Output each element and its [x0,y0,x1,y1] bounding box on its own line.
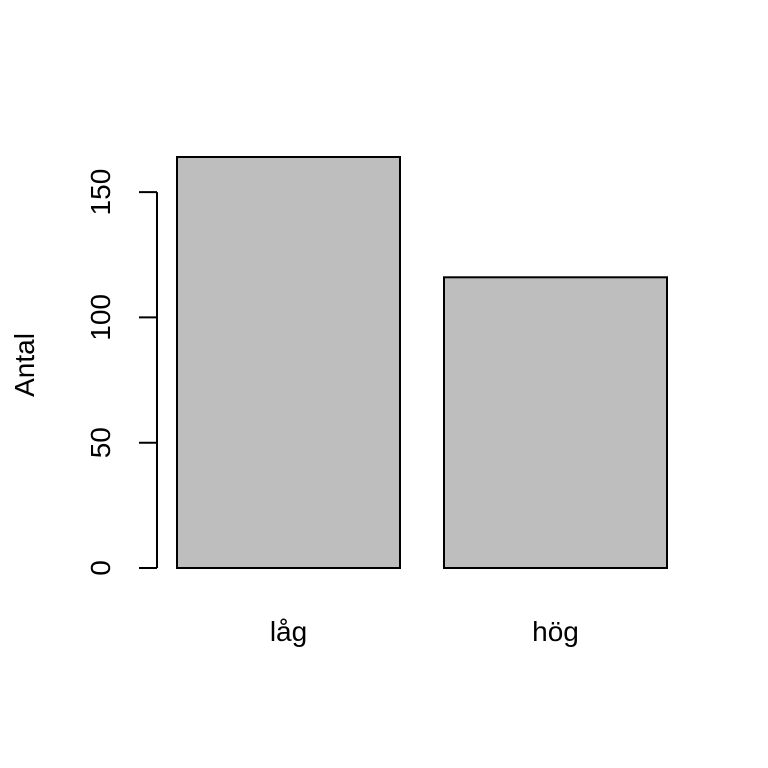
y-tick-label-2: 100 [85,294,116,341]
bar-1 [443,276,668,569]
category-label-0: låg [270,616,307,647]
x-category-labels: låg hög [270,616,579,647]
category-label-1: hög [532,616,579,647]
y-axis-label: Antal [9,333,40,397]
y-tick-label-3: 150 [85,169,116,216]
bars-group [176,156,668,569]
bar-0 [176,156,401,569]
y-tick-label-1: 50 [85,427,116,458]
y-axis: 0 50 100 150 [85,169,158,576]
y-tick-label-0: 0 [85,560,116,576]
